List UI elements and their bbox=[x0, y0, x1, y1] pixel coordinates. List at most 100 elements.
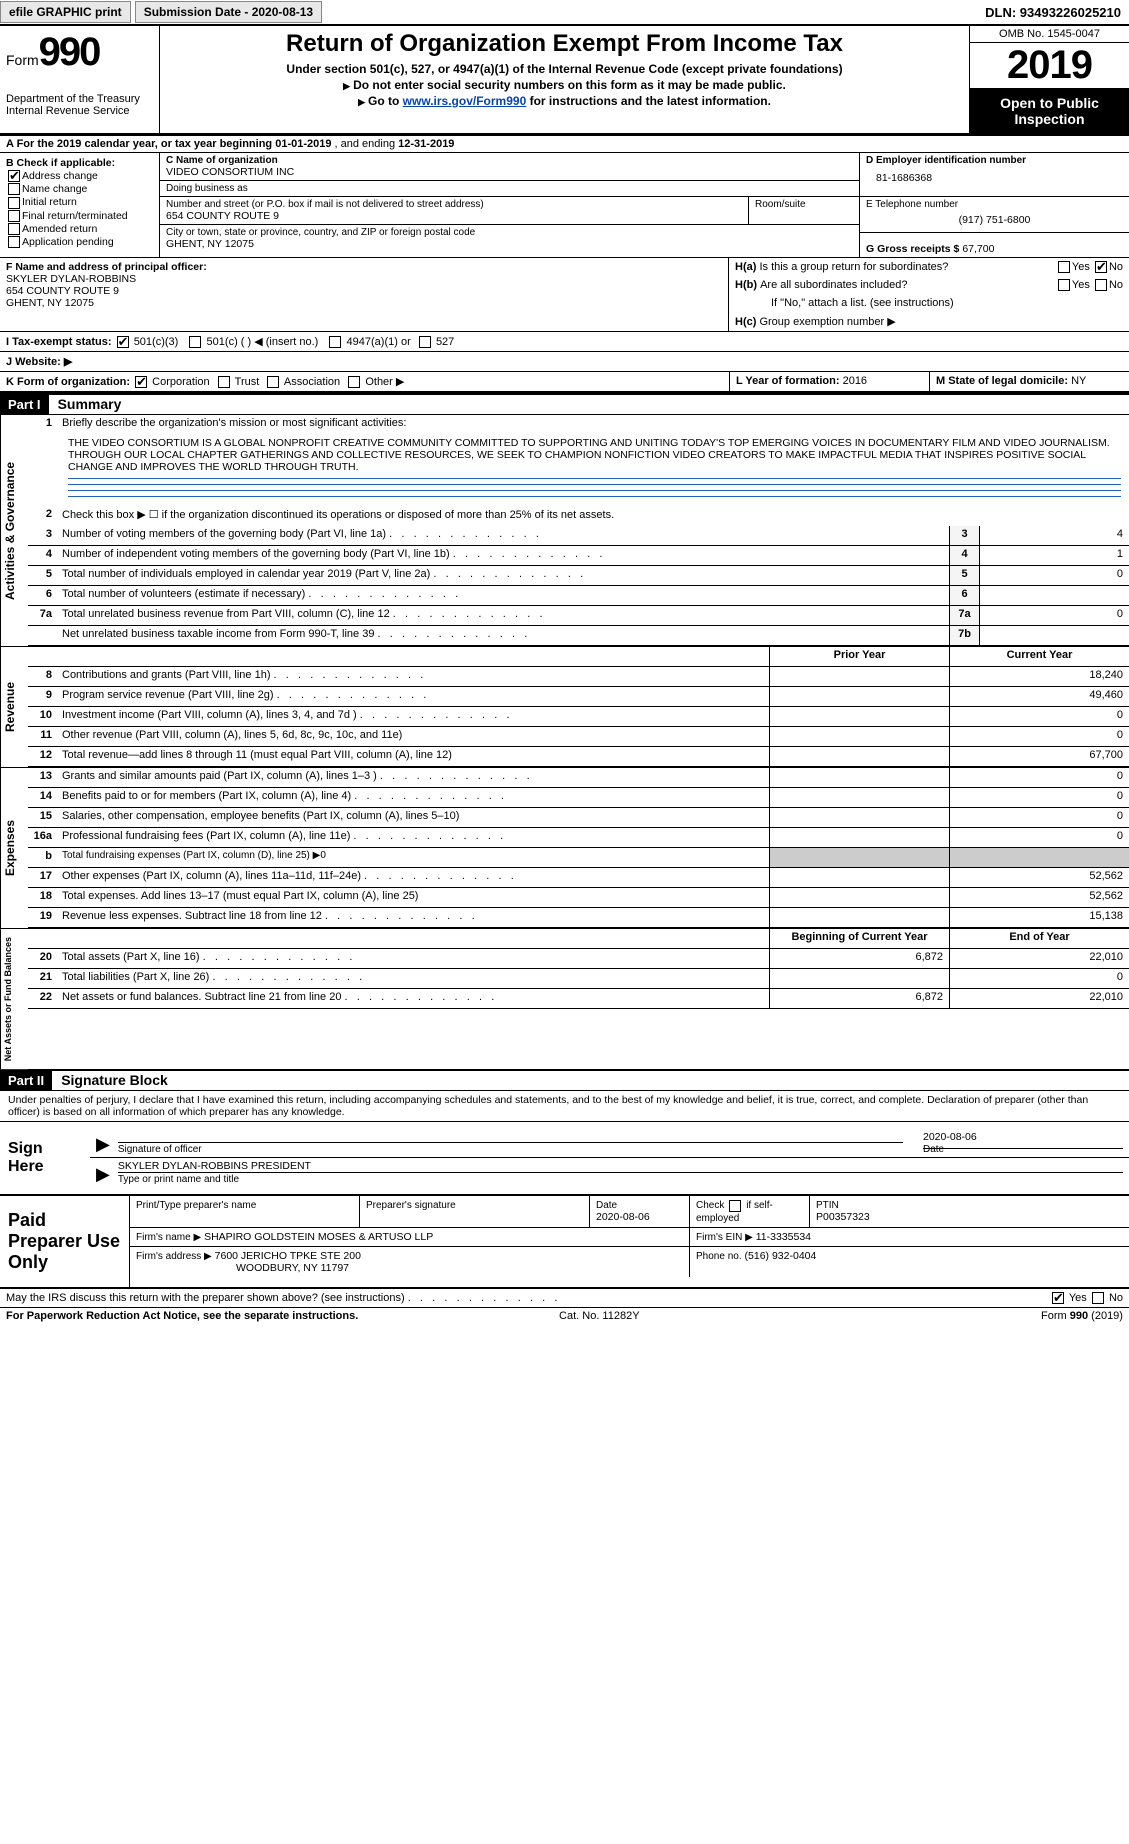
goto-prefix: Go to bbox=[368, 94, 403, 108]
ha-yes-label: Yes bbox=[1072, 261, 1090, 273]
hb-yes-checkbox[interactable] bbox=[1058, 279, 1070, 291]
sig-name-value: SKYLER DYLAN-ROBBINS PRESIDENT bbox=[118, 1160, 1123, 1173]
hb-no-checkbox[interactable] bbox=[1095, 279, 1107, 291]
arrow-icon bbox=[358, 94, 368, 108]
k-trust-label: Trust bbox=[235, 376, 260, 388]
line-7a-desc: Total unrelated business revenue from Pa… bbox=[58, 606, 949, 625]
ha-question: Is this a group return for subordinates? bbox=[759, 261, 1055, 273]
k-trust-checkbox[interactable] bbox=[218, 376, 230, 388]
row-a-begin: 01-01-2019 bbox=[275, 138, 331, 150]
line-20-desc: Total assets (Part X, line 16) bbox=[58, 949, 769, 968]
discuss-yes-label: Yes bbox=[1069, 1292, 1087, 1304]
hb-yes-label: Yes bbox=[1072, 279, 1090, 291]
part-1-header: Part I Summary bbox=[0, 393, 1129, 415]
line-6-desc: Total number of volunteers (estimate if … bbox=[58, 586, 949, 605]
chk-address-change[interactable]: Address change bbox=[6, 170, 153, 182]
col-b-title: B Check if applicable: bbox=[6, 157, 153, 169]
prep-addr1-value: 7600 JERICHO TPKE STE 200 bbox=[215, 1250, 361, 1262]
form-title: Return of Organization Exempt From Incom… bbox=[168, 30, 961, 58]
form-subtitle-2: Do not enter social security numbers on … bbox=[168, 78, 961, 92]
officer-name: SKYLER DYLAN-ROBBINS bbox=[6, 273, 136, 285]
line-3-val: 4 bbox=[979, 526, 1129, 545]
line-21-begin bbox=[769, 969, 949, 988]
prep-addr2-value: WOODBURY, NY 11797 bbox=[136, 1262, 349, 1274]
prep-ptin-value: P00357323 bbox=[816, 1211, 870, 1223]
line-20-begin: 6,872 bbox=[769, 949, 949, 968]
row-a-end: 12-31-2019 bbox=[398, 138, 454, 150]
section-expenses: Expenses 13Grants and similar amounts pa… bbox=[0, 767, 1129, 928]
i-501c3-checkbox[interactable] bbox=[117, 336, 129, 348]
part-1-title: Summary bbox=[52, 396, 122, 412]
ha-no-checkbox[interactable] bbox=[1095, 261, 1107, 273]
officer-addr1: 654 COUNTY ROUTE 9 bbox=[6, 285, 119, 297]
footer-right: Form 990 (2019) bbox=[1041, 1310, 1123, 1322]
prep-date-value: 2020-08-06 bbox=[596, 1211, 650, 1223]
mission-blank-lines bbox=[28, 478, 1129, 506]
k-corp-checkbox[interactable] bbox=[135, 376, 147, 388]
prep-selfemp-checkbox[interactable] bbox=[729, 1200, 741, 1212]
col-end-year: End of Year bbox=[949, 929, 1129, 948]
chk-app-pending[interactable]: Application pending bbox=[6, 236, 153, 248]
i-527-checkbox[interactable] bbox=[419, 336, 431, 348]
ha-yes-checkbox[interactable] bbox=[1058, 261, 1070, 273]
gross-value: 67,700 bbox=[962, 243, 994, 255]
chk-final-return[interactable]: Final return/terminated bbox=[6, 210, 153, 222]
form990-link[interactable]: www.irs.gov/Form990 bbox=[403, 94, 527, 108]
ein-label: D Employer identification number bbox=[866, 155, 1123, 166]
k-label: K Form of organization: bbox=[6, 376, 130, 388]
row-i-tax-status: I Tax-exempt status: 501(c)(3) 501(c) ( … bbox=[0, 332, 1129, 352]
cell-officer: F Name and address of principal officer:… bbox=[0, 258, 729, 331]
k-other-checkbox[interactable] bbox=[348, 376, 360, 388]
i-527-label: 527 bbox=[436, 336, 454, 348]
form-header: Form990 Department of the Treasury Inter… bbox=[0, 26, 1129, 136]
line-8-val: 18,240 bbox=[949, 667, 1129, 686]
line-17-desc: Other expenses (Part IX, column (A), lin… bbox=[58, 868, 769, 887]
prep-date-label: Date bbox=[596, 1200, 617, 1211]
org-name-value: VIDEO CONSORTIUM INC bbox=[166, 166, 853, 178]
line-20-end: 22,010 bbox=[949, 949, 1129, 968]
side-label-revenue: Revenue bbox=[0, 647, 28, 767]
prep-phone-label: Phone no. bbox=[696, 1251, 742, 1262]
line-6-val bbox=[979, 586, 1129, 605]
discuss-no-checkbox[interactable] bbox=[1092, 1292, 1104, 1304]
k-corp-label: Corporation bbox=[152, 376, 209, 388]
sign-here-grid: Sign Here ▶Signature of officer2020-08-0… bbox=[0, 1121, 1129, 1194]
line-2: Check this box ▶ ☐ if the organization d… bbox=[58, 506, 1129, 526]
chk-name-change[interactable]: Name change bbox=[6, 183, 153, 195]
i-4947-checkbox[interactable] bbox=[329, 336, 341, 348]
line-11-val: 0 bbox=[949, 727, 1129, 746]
part-2-title: Signature Block bbox=[55, 1072, 168, 1088]
prep-firm-label: Firm's name ▶ bbox=[136, 1232, 201, 1243]
line-7b-desc: Net unrelated business taxable income fr… bbox=[58, 626, 949, 645]
line-16b-desc: Total fundraising expenses (Part IX, col… bbox=[58, 848, 769, 867]
sig-date-value: 2020-08-06 bbox=[923, 1131, 1123, 1143]
chk-initial-return[interactable]: Initial return bbox=[6, 196, 153, 208]
footer-mid: Cat. No. 11282Y bbox=[559, 1310, 640, 1322]
row-a-mid: , and ending bbox=[331, 138, 398, 150]
form-subtitle-1: Under section 501(c), 527, or 4947(a)(1)… bbox=[168, 62, 961, 76]
mission-label: Briefly describe the organization's miss… bbox=[58, 415, 1129, 435]
line-14-desc: Benefits paid to or for members (Part IX… bbox=[58, 788, 769, 807]
i-501c-checkbox[interactable] bbox=[189, 336, 201, 348]
dba-label: Doing business as bbox=[166, 183, 853, 194]
line-18-desc: Total expenses. Add lines 13–17 (must eq… bbox=[58, 888, 769, 907]
section-revenue: Revenue bPrior YearCurrent Year 8Contrib… bbox=[0, 646, 1129, 767]
addr-label: Number and street (or P.O. box if mail i… bbox=[166, 199, 742, 210]
header-left: Form990 Department of the Treasury Inter… bbox=[0, 26, 160, 133]
col-right-info: D Employer identification number 81-1686… bbox=[859, 153, 1129, 257]
line-9-desc: Program service revenue (Part VIII, line… bbox=[58, 687, 769, 706]
cell-dba: Doing business as bbox=[160, 181, 859, 197]
line-19-val: 15,138 bbox=[949, 908, 1129, 927]
line-15-desc: Salaries, other compensation, employee b… bbox=[58, 808, 769, 827]
efile-button[interactable]: efile GRAPHIC print bbox=[0, 1, 131, 23]
sig-name-label: Type or print name and title bbox=[118, 1174, 239, 1185]
tax-year: 2019 bbox=[970, 43, 1129, 89]
discuss-yes-checkbox[interactable] bbox=[1052, 1292, 1064, 1304]
chk-amended[interactable]: Amended return bbox=[6, 223, 153, 235]
k-assoc-checkbox[interactable] bbox=[267, 376, 279, 388]
line-16a-desc: Professional fundraising fees (Part IX, … bbox=[58, 828, 769, 847]
city-label: City or town, state or province, country… bbox=[166, 227, 853, 238]
omb-number: OMB No. 1545-0047 bbox=[970, 26, 1129, 43]
header-right: OMB No. 1545-0047 2019 Open to Public In… bbox=[969, 26, 1129, 133]
sig-officer-label: Signature of officer bbox=[118, 1144, 202, 1155]
